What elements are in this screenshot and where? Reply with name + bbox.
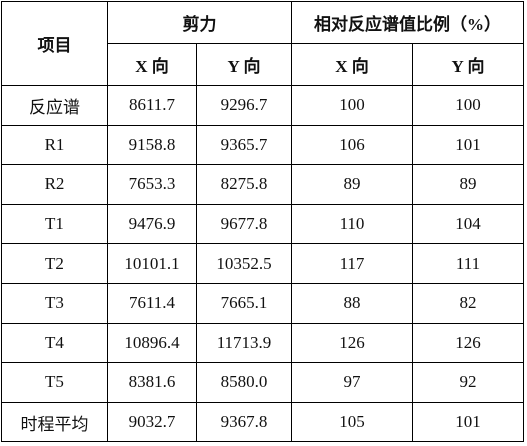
table-cell: 9296.7 — [196, 85, 292, 126]
table-cell: 7653.3 — [107, 164, 197, 205]
table-row: R2 7653.3 8275.8 89 89 — [1, 164, 524, 205]
table-row: R1 9158.8 9365.7 106 101 — [1, 124, 524, 166]
table-cell: 9158.8 — [107, 124, 197, 166]
row-label: T3 — [1, 282, 108, 324]
table-cell: 82 — [412, 282, 524, 324]
table-cell: 104 — [412, 203, 524, 245]
table-cell: 126 — [412, 322, 524, 364]
table-row: 反应谱 8611.7 9296.7 100 100 — [1, 85, 524, 126]
table-row: T2 10101.1 10352.5 117 111 — [1, 243, 524, 284]
table-cell: 8381.6 — [107, 362, 197, 403]
table-cell: 100 — [291, 85, 413, 126]
table-cell: 100 — [412, 85, 524, 126]
table-cell: 92 — [412, 362, 524, 403]
table-row: T5 8381.6 8580.0 97 92 — [1, 362, 524, 403]
table-cell: 110 — [291, 203, 413, 245]
table-cell: 89 — [291, 164, 413, 205]
row-label: 时程平均 — [1, 401, 108, 443]
table-cell: 8611.7 — [107, 85, 197, 126]
header-cell: X 向 — [107, 43, 197, 86]
row-label: T2 — [1, 243, 108, 284]
table-cell: 88 — [291, 282, 413, 324]
table-cell: 89 — [412, 164, 524, 205]
table-cell: 9032.7 — [107, 401, 197, 443]
table-cell: 10352.5 — [196, 243, 292, 284]
table-cell: 9365.7 — [196, 124, 292, 166]
header-cell: 项目 — [1, 1, 108, 86]
table-cell: 8275.8 — [196, 164, 292, 205]
table-cell: 10896.4 — [107, 322, 197, 364]
table-cell: 101 — [412, 401, 524, 443]
row-label: R1 — [1, 124, 108, 166]
table-cell: 126 — [291, 322, 413, 364]
header-cell: Y 向 — [196, 43, 292, 86]
table-cell: 117 — [291, 243, 413, 284]
header-cell: X 向 — [291, 43, 413, 86]
table-row: T4 10896.4 11713.9 126 126 — [1, 322, 524, 364]
table-body: 反应谱 8611.7 9296.7 100 100 R1 9158.8 9365.7 106 10… — [1, 85, 524, 443]
header-row: 项目 剪力 相对反应谱值比例（%） — [1, 1, 524, 86]
header-cell: 相对反应谱值比例（%） — [291, 1, 524, 44]
row-label: T5 — [1, 362, 108, 403]
table-cell: 111 — [412, 243, 524, 284]
table-cell: 7611.4 — [107, 282, 197, 324]
table-cell: 105 — [291, 401, 413, 443]
table-cell: 97 — [291, 362, 413, 403]
table-cell: 9476.9 — [107, 203, 197, 245]
table-cell: 9367.8 — [196, 401, 292, 443]
table-cell: 101 — [412, 124, 524, 166]
table-cell: 9677.8 — [196, 203, 292, 245]
table-cell: 106 — [291, 124, 413, 166]
table-row: T1 9476.9 9677.8 110 104 — [1, 203, 524, 245]
header-cell: 剪力 — [107, 1, 292, 44]
table-cell: 7665.1 — [196, 282, 292, 324]
row-label: T4 — [1, 322, 108, 364]
table-cell: 10101.1 — [107, 243, 197, 284]
row-label: R2 — [1, 164, 108, 205]
table-row: T3 7611.4 7665.1 88 82 — [1, 282, 524, 324]
row-label: T1 — [1, 203, 108, 245]
table-cell: 11713.9 — [196, 322, 292, 364]
table-row: 时程平均 9032.7 9367.8 105 101 — [1, 401, 524, 443]
row-label: 反应谱 — [1, 85, 108, 126]
header-cell: Y 向 — [412, 43, 524, 86]
table-cell: 8580.0 — [196, 362, 292, 403]
